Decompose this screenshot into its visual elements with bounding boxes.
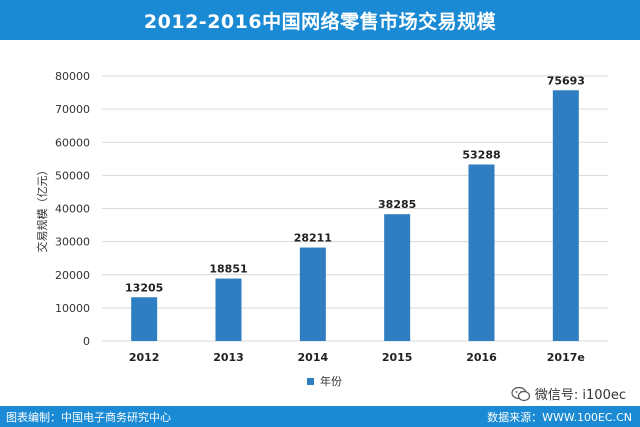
chart-title-banner: 2012-2016中国网络零售市场交易规模 — [0, 0, 640, 40]
y-tick-label: 50000 — [55, 169, 90, 182]
x-tick-label: 2017e — [547, 351, 585, 364]
bars — [131, 90, 579, 341]
y-tick-label: 20000 — [55, 269, 90, 282]
x-tick-labels: 2012 2013 2014 2015 2016 2017e — [129, 351, 585, 364]
y-tick-label: 60000 — [55, 136, 90, 149]
legend-label: 年份 — [320, 374, 342, 388]
bar-value-label: 13205 — [125, 281, 163, 294]
y-tick-label: 10000 — [55, 302, 90, 315]
bar-value-label: 38285 — [378, 198, 416, 211]
footer-credit: 图表编制：中国电子商务研究中心 — [6, 411, 171, 424]
x-tick-label: 2013 — [213, 351, 244, 364]
x-tick-label: 2016 — [466, 351, 497, 364]
y-axis-label: 交易规模（亿元） — [35, 165, 49, 253]
footer-source: 数据来源：WWW.100EC.CN — [487, 411, 632, 424]
bar-value-label: 18851 — [209, 263, 247, 276]
bar — [552, 90, 579, 341]
y-tick-label: 30000 — [55, 236, 90, 249]
y-tick-label: 70000 — [55, 103, 90, 116]
bar — [299, 247, 326, 341]
watermark-text: 微信号: i100ec — [534, 388, 626, 403]
bar — [468, 164, 495, 341]
value-labels: 13205 18851 28211 38285 53288 75693 — [125, 74, 585, 294]
bar — [131, 297, 158, 341]
gridlines — [102, 75, 608, 342]
wechat-watermark: 微信号: i100ec — [511, 384, 626, 403]
x-tick-label: 2012 — [129, 351, 160, 364]
bar — [215, 278, 242, 341]
bar-value-label: 53288 — [462, 148, 500, 161]
legend: 年份 — [307, 374, 342, 388]
x-tick-label: 2014 — [298, 351, 329, 364]
y-tick-label: 40000 — [55, 203, 90, 216]
y-tick-label: 80000 — [55, 70, 90, 83]
bar-chart: 0 10000 20000 30000 40000 50000 60000 70000 8000… — [35, 70, 608, 388]
legend-swatch — [307, 378, 314, 385]
footer-bar: 图表编制：中国电子商务研究中心 数据来源：WWW.100EC.CN — [0, 406, 640, 427]
y-tick-label: 0 — [83, 335, 90, 348]
bar-value-label: 75693 — [547, 74, 585, 87]
bar-value-label: 28211 — [294, 232, 332, 245]
chart-title: 2012-2016中国网络零售市场交易规模 — [143, 10, 497, 33]
wechat-icon — [511, 386, 531, 401]
bar — [384, 214, 411, 341]
x-tick-label: 2015 — [382, 351, 413, 364]
y-tick-labels: 0 10000 20000 30000 40000 50000 60000 70000 8000… — [55, 70, 90, 348]
